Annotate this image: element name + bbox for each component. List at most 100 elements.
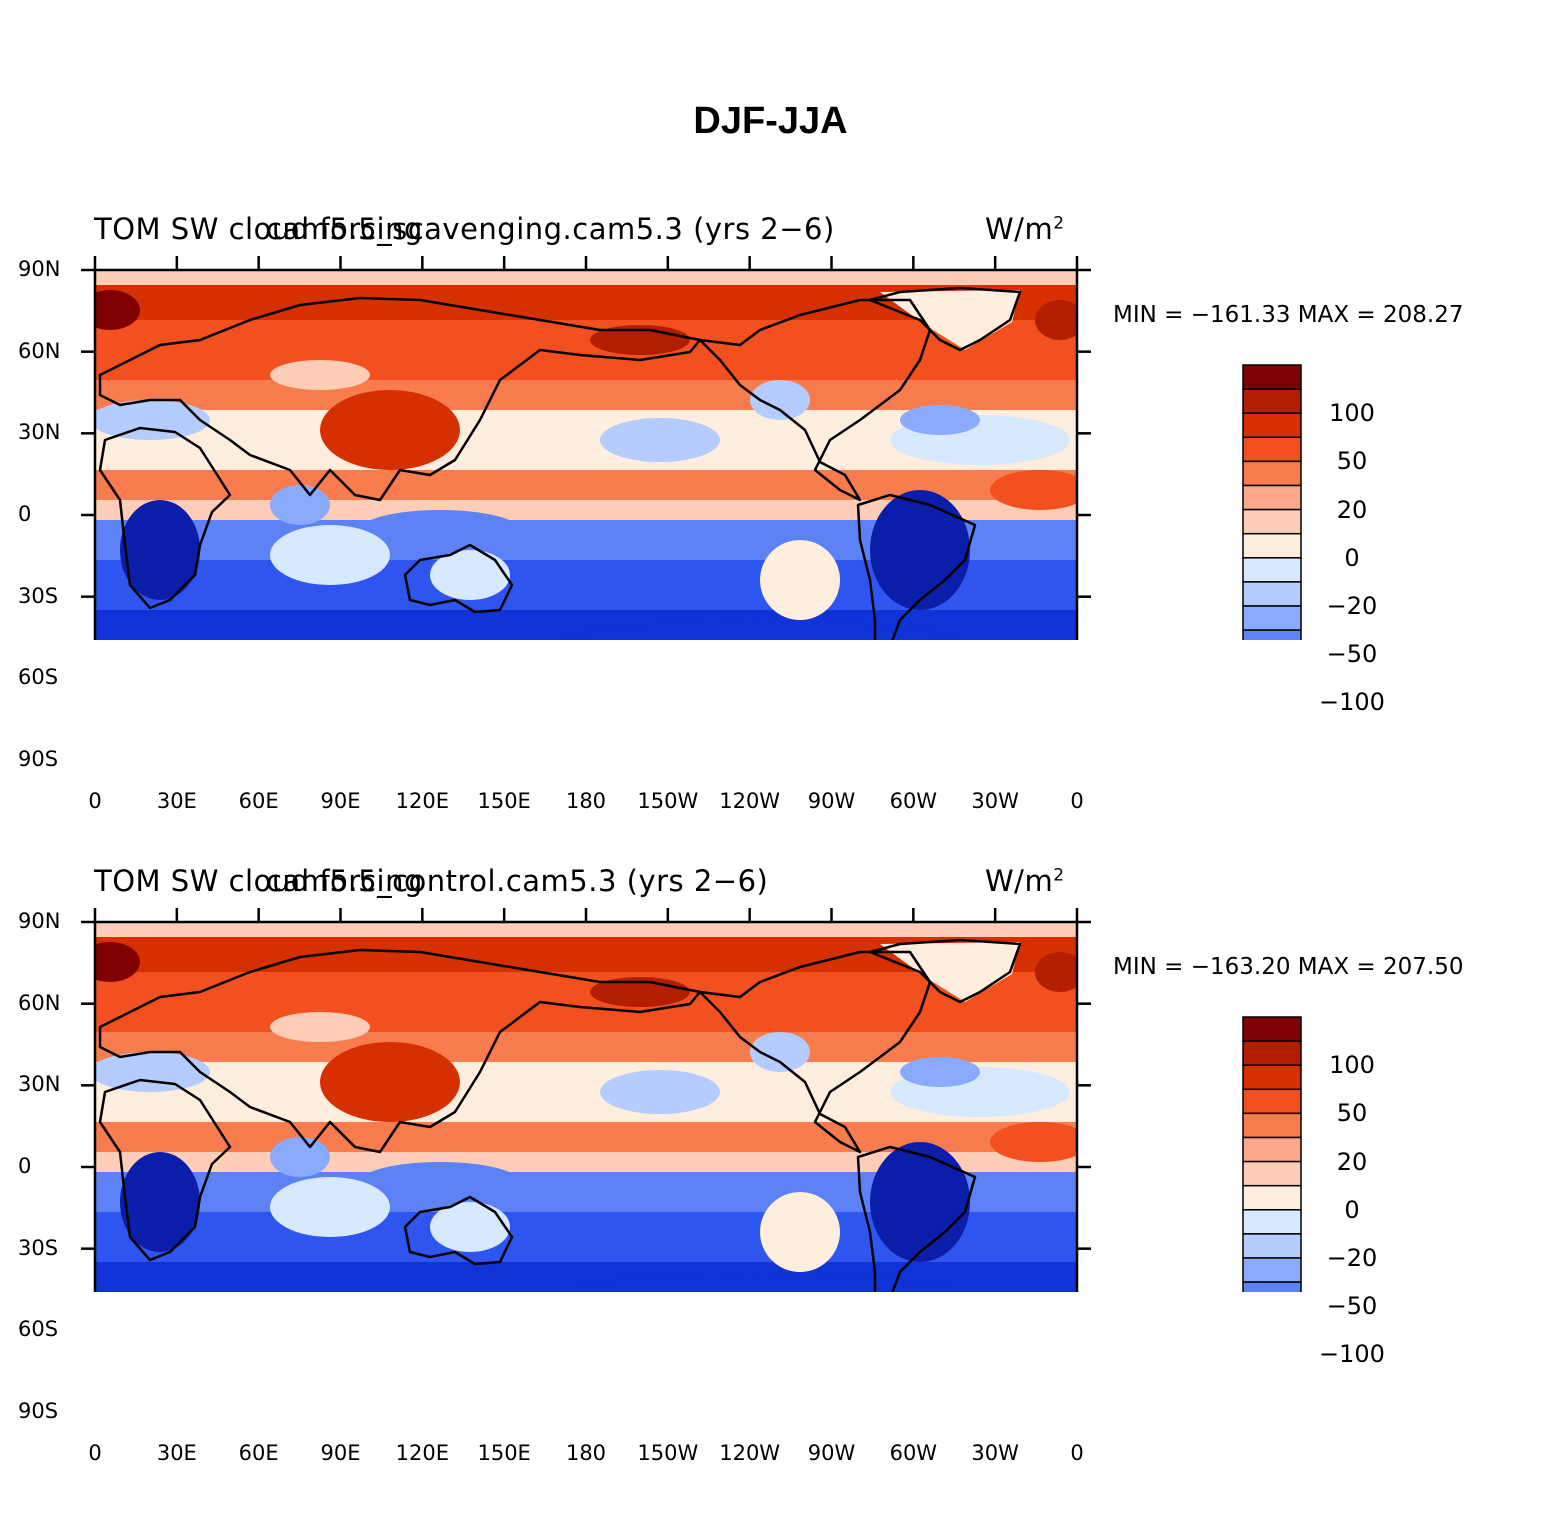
min-max-label: MIN = −161.33 MAX = 208.27	[1113, 302, 1464, 328]
min-max-label: MIN = −163.20 MAX = 207.50	[1113, 954, 1464, 980]
lon-tick-label: 90W	[807, 1441, 856, 1465]
colorbar-segment	[1242, 1233, 1302, 1259]
lon-tick-label: 60W	[889, 789, 938, 813]
colorbar-label: 50	[1336, 1099, 1368, 1128]
colorbar-segment	[1242, 1281, 1302, 1292]
lon-tick-label: 90W	[807, 789, 856, 813]
colorbar-segment	[1242, 1209, 1302, 1235]
lon-tick-label: 90E	[320, 1441, 361, 1465]
contour-patch	[95, 1052, 210, 1092]
contour-patch	[95, 290, 140, 330]
lon-tick-label: 120W	[719, 1441, 781, 1465]
panel-variable-label: TOM SW cloud forcing	[94, 864, 423, 898]
contour-patch	[600, 1070, 720, 1114]
colorbar-segment	[1242, 629, 1302, 640]
coastline	[698, 950, 932, 1154]
contour-patch	[900, 1057, 980, 1087]
coastline	[98, 426, 232, 610]
contour-band	[95, 380, 1077, 410]
contour-band	[95, 922, 1077, 937]
colorbar-label: −100	[1319, 1340, 1385, 1369]
lon-tick-label: 90E	[320, 789, 361, 813]
lat-tick-label: 30S	[18, 583, 59, 608]
colorbar-label: −100	[1319, 688, 1385, 717]
lon-tick-label: 0	[1070, 789, 1084, 813]
lat-tick-label: 60N	[18, 990, 61, 1015]
lon-tick-label: 150W	[637, 789, 699, 813]
lat-tick-label: 60N	[18, 338, 61, 363]
contour-patch	[1035, 300, 1077, 340]
coastline	[98, 948, 702, 1154]
colorbar-segment	[1242, 1257, 1302, 1283]
colorbar-segment	[1242, 1136, 1302, 1163]
lat-tick-label: 30N	[18, 420, 61, 445]
contour-field	[95, 922, 1077, 1292]
colorbar-segment	[1242, 1064, 1302, 1091]
colorbar-segment	[1242, 557, 1302, 583]
lon-tick-label: 120W	[719, 789, 781, 813]
lon-tick-label: 180	[565, 1441, 607, 1465]
colorbar-segment	[1242, 605, 1302, 631]
contour-patch	[270, 485, 330, 525]
coastline	[98, 296, 702, 502]
contour-patch	[430, 550, 510, 600]
colorbar-label: −50	[1326, 640, 1378, 669]
panel-case-label: cam5.5_control.cam5.3 (yrs 2−6)	[266, 864, 769, 898]
coastline	[403, 1195, 514, 1266]
colorbar-segment	[1242, 581, 1302, 607]
contour-patch	[270, 1137, 330, 1177]
lon-tick-label: 120E	[395, 789, 449, 813]
contour-field	[95, 270, 1077, 640]
contour-patch	[600, 418, 720, 462]
colorbar-segment	[1242, 364, 1302, 390]
contour-patch	[750, 1032, 810, 1072]
coastline	[856, 493, 977, 640]
coastline	[98, 1078, 232, 1262]
contour-patch	[270, 525, 390, 585]
colorbar-label: 20	[1336, 495, 1368, 524]
contour-patch	[320, 1042, 460, 1122]
contour-patch	[320, 390, 460, 470]
coastline	[868, 938, 1022, 1004]
contour-patch	[120, 1152, 200, 1252]
contour-patch	[1035, 952, 1077, 992]
contour-patch	[870, 1142, 970, 1262]
coastline	[403, 543, 514, 614]
contour-patch	[430, 1202, 510, 1252]
colorbar-label: −50	[1326, 1292, 1378, 1321]
lon-tick-label: 150W	[637, 1441, 699, 1465]
contour-patch	[270, 360, 370, 390]
colorbar-segment	[1242, 1016, 1302, 1042]
colorbar-segment	[1242, 388, 1302, 414]
colorbar-label: 100	[1329, 399, 1375, 428]
colorbar-label: 50	[1336, 447, 1368, 476]
contour-patch	[564, 620, 956, 640]
lat-tick-label: 60S	[18, 665, 59, 690]
contour-patch	[990, 1122, 1077, 1162]
contour-map	[81, 256, 1302, 640]
contour-patch	[360, 510, 520, 550]
colorbar-segment	[1242, 1160, 1302, 1187]
lon-tick-label: 150E	[477, 789, 531, 813]
lon-tick-label: 30E	[156, 1441, 197, 1465]
lon-tick-label: 120E	[395, 1441, 449, 1465]
lat-tick-label: 30S	[18, 1235, 59, 1260]
lon-tick-label: 30W	[971, 1441, 1019, 1465]
coastline	[856, 1145, 977, 1292]
colorbar-segment	[1242, 1184, 1302, 1211]
lat-tick-label: 60S	[18, 1317, 59, 1342]
figure-title: DJF-JJA	[693, 100, 848, 142]
contour-patch	[900, 405, 980, 435]
lat-tick-label: 90N	[18, 909, 61, 933]
colorbar-segment	[1242, 436, 1302, 463]
colorbar-label: 0	[1344, 1195, 1360, 1224]
contour-patch	[360, 1162, 520, 1202]
contour-band	[95, 1152, 1077, 1172]
contour-patch	[760, 540, 840, 620]
contour-patch	[760, 1192, 840, 1272]
colorbar-segment	[1242, 460, 1302, 487]
map-panel-control: TOM SW cloud forcing cam5.5_control.cam5…	[0, 652, 1541, 1465]
colorbar-label: −20	[1326, 592, 1378, 620]
contour-patch	[564, 1272, 956, 1292]
panel-variable-label: TOM SW cloud forcing	[94, 212, 423, 246]
